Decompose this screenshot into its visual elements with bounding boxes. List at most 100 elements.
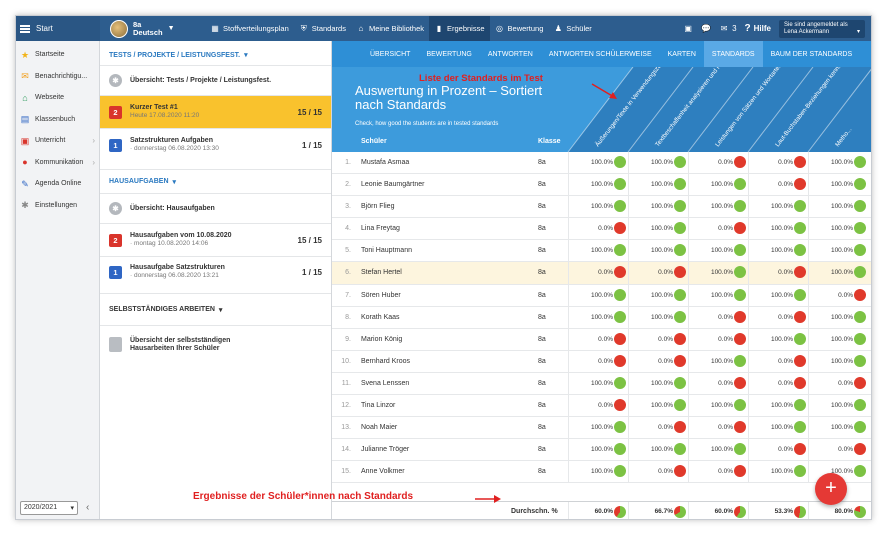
add-button[interactable]: + bbox=[815, 473, 847, 505]
table-row[interactable]: 1. Mustafa Asmaa 8a 100.0% 100.0% 0.0% 0.0% 100… bbox=[332, 152, 871, 175]
result-cell[interactable]: 100.0% bbox=[748, 196, 808, 219]
result-cell[interactable]: 0.0% bbox=[568, 262, 628, 285]
nav-stoffverteilungsplan[interactable]: ▦ Stoffverteilungsplan bbox=[205, 16, 294, 41]
result-cell[interactable]: 0.0% bbox=[688, 328, 748, 351]
result-cell[interactable]: 0.0% bbox=[748, 439, 808, 462]
table-row[interactable]: 12. Tina Linzor 8a 0.0% 100.0% 100.0% 100.0% 10… bbox=[332, 395, 871, 418]
result-cell[interactable]: 100.0% bbox=[748, 417, 808, 440]
tab-standards[interactable]: STANDARDS bbox=[703, 41, 763, 67]
table-row[interactable]: 11. Svena Lenssen 8a 100.0% 100.0% 0.0% 0.0% 0.… bbox=[332, 372, 871, 396]
result-cell[interactable]: 100.0% bbox=[688, 196, 748, 219]
section-homework-header[interactable]: HAUSAUFGABEN ▾ bbox=[100, 169, 331, 193]
result-cell[interactable]: 100.0% bbox=[688, 240, 748, 263]
result-cell[interactable]: 100.0% bbox=[748, 240, 808, 263]
chat-icon[interactable]: 💬 bbox=[701, 23, 712, 33]
self-study-overview-item[interactable]: Übersicht der selbstständigen Hausarbeite… bbox=[100, 325, 331, 363]
result-cell[interactable]: 100.0% bbox=[808, 417, 868, 440]
nav-ergebnisse[interactable]: ▮ Ergebnisse bbox=[428, 16, 490, 41]
result-cell[interactable]: 100.0% bbox=[568, 240, 628, 263]
tab-antworten[interactable]: ANTWORTEN bbox=[487, 50, 533, 58]
result-cell[interactable]: 100.0% bbox=[568, 306, 628, 329]
sidebar-item-7[interactable]: ✱ Einstellungen bbox=[16, 195, 99, 217]
result-cell[interactable]: 0.0% bbox=[628, 461, 688, 484]
column-header-class[interactable]: Klasse bbox=[538, 138, 561, 145]
result-cell[interactable]: 0.0% bbox=[688, 218, 748, 241]
class-selector[interactable]: 8a Deutsch ▼ bbox=[110, 19, 205, 38]
result-cell[interactable]: 0.0% bbox=[628, 417, 688, 440]
test-item-satzstrukturen[interactable]: 1 Satzstrukturen Aufgaben · donnerstag 06… bbox=[100, 128, 331, 161]
table-row[interactable]: 8. Korath Kaas 8a 100.0% 100.0% 0.0% 0.0% 100.0… bbox=[332, 306, 871, 329]
school-year-select[interactable]: 2020/2021 ▾ bbox=[20, 501, 78, 515]
result-cell[interactable]: 100.0% bbox=[628, 439, 688, 462]
result-cell[interactable]: 0.0% bbox=[568, 350, 628, 373]
overview-homework-item[interactable]: ✱ Übersicht: Hausaufgaben bbox=[100, 193, 331, 223]
result-cell[interactable]: 100.0% bbox=[808, 152, 868, 174]
result-cell[interactable]: 0.0% bbox=[688, 417, 748, 440]
result-cell[interactable]: 100.0% bbox=[568, 174, 628, 197]
table-row[interactable]: 5. Toni Hauptmann 8a 100.0% 100.0% 100.0% 100.… bbox=[332, 240, 871, 263]
result-cell[interactable]: 100.0% bbox=[688, 174, 748, 197]
result-cell[interactable]: 100.0% bbox=[688, 262, 748, 285]
result-cell[interactable]: 100.0% bbox=[688, 284, 748, 307]
mail-button[interactable]: ✉ 3 bbox=[719, 24, 737, 34]
table-row[interactable]: 2. Leonie Baumgärtner 8a 100.0% 100.0% 100.0%… bbox=[332, 174, 871, 197]
section-tests-header[interactable]: TESTS / PROJEKTE / LEISTUNGSFEST. ▾ bbox=[100, 45, 331, 65]
result-cell[interactable]: 100.0% bbox=[808, 196, 868, 219]
result-cell[interactable]: 100.0% bbox=[748, 461, 808, 484]
table-row[interactable]: 10. Bernhard Kroos 8a 0.0% 0.0% 100.0% 0.0% 100… bbox=[332, 350, 871, 373]
collapse-sidebar-icon[interactable]: ‹ bbox=[86, 502, 90, 513]
table-row[interactable]: 14. Julianne Tröger 8a 100.0% 100.0% 100.0% 0.… bbox=[332, 439, 871, 462]
nav-schüler[interactable]: ♟ Schüler bbox=[548, 16, 596, 41]
homework-item-10-08[interactable]: 2 Hausaufgaben vom 10.08.2020 · montag 10… bbox=[100, 223, 331, 256]
sidebar-item-5[interactable]: ● Kommunikation › bbox=[16, 152, 99, 174]
result-cell[interactable]: 100.0% bbox=[628, 306, 688, 329]
sidebar-item-6[interactable]: ✎ Agenda Online bbox=[16, 173, 99, 195]
sidebar-item-0[interactable]: ★ Startseite bbox=[16, 44, 99, 66]
result-cell[interactable]: 100.0% bbox=[748, 284, 808, 307]
result-cell[interactable]: 0.0% bbox=[748, 372, 808, 395]
tab-karten[interactable]: KARTEN bbox=[667, 50, 696, 58]
sidebar-item-2[interactable]: ⌂ Webseite bbox=[16, 87, 99, 109]
result-cell[interactable]: 100.0% bbox=[808, 395, 868, 418]
tab-übersicht[interactable]: ÜBERSICHT bbox=[370, 50, 411, 58]
table-row[interactable]: 13. Noah Maier 8a 100.0% 0.0% 0.0% 100.0% 100.0… bbox=[332, 417, 871, 440]
result-cell[interactable]: 100.0% bbox=[808, 218, 868, 241]
nav-standards[interactable]: ⛨ Standards bbox=[294, 16, 351, 41]
result-cell[interactable]: 0.0% bbox=[748, 152, 808, 174]
tab-antworten-schülerweise[interactable]: ANTWORTEN SCHÜLERWEISE bbox=[548, 50, 652, 58]
result-cell[interactable]: 100.0% bbox=[628, 174, 688, 197]
result-cell[interactable]: 100.0% bbox=[808, 328, 868, 351]
result-cell[interactable]: 100.0% bbox=[748, 395, 808, 418]
result-cell[interactable]: 0.0% bbox=[688, 152, 748, 174]
result-cell[interactable]: 100.0% bbox=[628, 152, 688, 174]
nav-meine-bibliothek[interactable]: ⌂ Meine Bibliothek bbox=[351, 16, 429, 41]
result-cell[interactable]: 0.0% bbox=[688, 306, 748, 329]
sidebar-item-4[interactable]: ▣ Unterricht › bbox=[16, 130, 99, 152]
homework-item-satzstrukturen[interactable]: 1 Hausaufgabe Satzstrukturen · donnerstag… bbox=[100, 256, 331, 287]
result-cell[interactable]: 100.0% bbox=[568, 439, 628, 462]
result-cell[interactable]: 100.0% bbox=[748, 218, 808, 241]
start-menu-button[interactable]: Start bbox=[16, 16, 100, 41]
result-cell[interactable]: 100.0% bbox=[568, 196, 628, 219]
result-cell[interactable]: 0.0% bbox=[748, 262, 808, 285]
table-row[interactable]: 7. Sören Huber 8a 100.0% 100.0% 100.0% 100.0% 0… bbox=[332, 284, 871, 307]
help-button[interactable]: ? Hilfe bbox=[745, 23, 771, 34]
sidebar-item-3[interactable]: ▤ Klassenbuch bbox=[16, 109, 99, 131]
table-row[interactable]: 15. Anne Volkmer 8a 100.0% 0.0% 0.0% 100.0% 100… bbox=[332, 461, 871, 484]
section-self-study-header[interactable]: SELBSTSTÄNDIGES ARBEITEN ▾ bbox=[100, 293, 331, 325]
sidebar-item-1[interactable]: ✉ Benachrichtigu... bbox=[16, 66, 99, 88]
result-cell[interactable]: 100.0% bbox=[628, 284, 688, 307]
result-cell[interactable]: 0.0% bbox=[568, 328, 628, 351]
result-cell[interactable]: 100.0% bbox=[688, 439, 748, 462]
result-cell[interactable]: 100.0% bbox=[568, 152, 628, 174]
result-cell[interactable]: 100.0% bbox=[628, 395, 688, 418]
result-cell[interactable]: 0.0% bbox=[628, 328, 688, 351]
result-cell[interactable]: 100.0% bbox=[628, 372, 688, 395]
table-row[interactable]: 6. Stefan Hertel 8a 0.0% 0.0% 100.0% 0.0% 100.0… bbox=[332, 262, 871, 285]
result-cell[interactable]: 0.0% bbox=[688, 461, 748, 484]
result-cell[interactable]: 0.0% bbox=[748, 174, 808, 197]
result-cell[interactable]: 100.0% bbox=[568, 461, 628, 484]
result-cell[interactable]: 100.0% bbox=[808, 174, 868, 197]
result-cell[interactable]: 100.0% bbox=[808, 461, 868, 484]
table-row[interactable]: 9. Marion König 8a 0.0% 0.0% 0.0% 100.0% 100.0% bbox=[332, 328, 871, 351]
